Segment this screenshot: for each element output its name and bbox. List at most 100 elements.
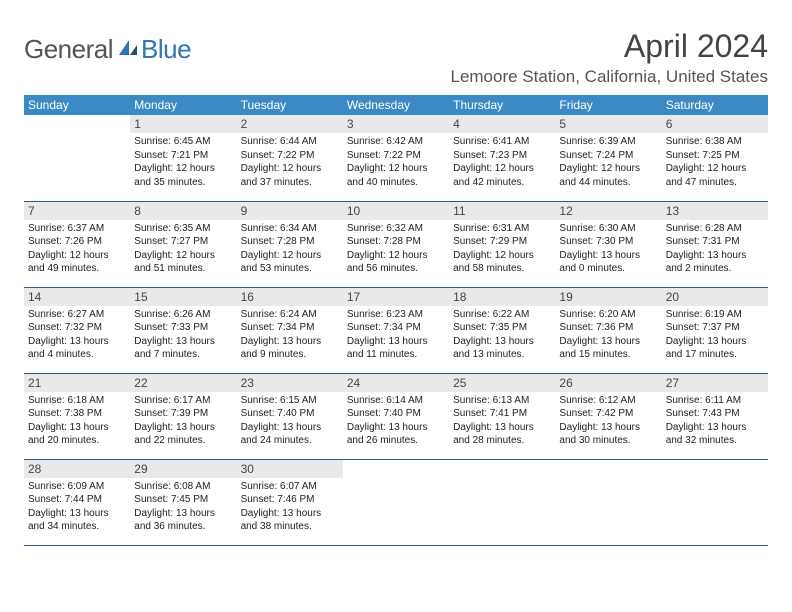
week-row: 21Sunrise: 6:18 AMSunset: 7:38 PMDayligh… xyxy=(24,373,768,459)
day-cell: 16Sunrise: 6:24 AMSunset: 7:34 PMDayligh… xyxy=(237,287,343,373)
logo-text-blue: Blue xyxy=(141,34,191,65)
logo-text-general: General xyxy=(24,34,113,65)
day-cell: 12Sunrise: 6:30 AMSunset: 7:30 PMDayligh… xyxy=(555,201,661,287)
day-body: Sunrise: 6:44 AMSunset: 7:22 PMDaylight:… xyxy=(237,133,343,193)
day-body: Sunrise: 6:09 AMSunset: 7:44 PMDaylight:… xyxy=(24,478,130,538)
day-number: 16 xyxy=(237,288,343,306)
sunset-text: Sunset: 7:29 PM xyxy=(453,235,551,249)
sunset-text: Sunset: 7:44 PM xyxy=(28,493,126,507)
sunset-text: Sunset: 7:42 PM xyxy=(559,407,657,421)
sunset-text: Sunset: 7:32 PM xyxy=(28,321,126,335)
daylight-text: and 24 minutes. xyxy=(241,434,339,448)
daylight-text: Daylight: 12 hours xyxy=(241,249,339,263)
sunrise-text: Sunrise: 6:22 AM xyxy=(453,308,551,322)
week-row: 28Sunrise: 6:09 AMSunset: 7:44 PMDayligh… xyxy=(24,459,768,545)
day-number: 24 xyxy=(343,374,449,392)
day-number: 6 xyxy=(662,115,768,133)
day-cell: 9Sunrise: 6:34 AMSunset: 7:28 PMDaylight… xyxy=(237,201,343,287)
day-body: Sunrise: 6:34 AMSunset: 7:28 PMDaylight:… xyxy=(237,220,343,280)
sunset-text: Sunset: 7:37 PM xyxy=(666,321,764,335)
daylight-text: and 44 minutes. xyxy=(559,176,657,190)
daylight-text: Daylight: 13 hours xyxy=(28,335,126,349)
day-number: 30 xyxy=(237,460,343,478)
day-number: 7 xyxy=(24,202,130,220)
sunrise-text: Sunrise: 6:15 AM xyxy=(241,394,339,408)
day-body: Sunrise: 6:20 AMSunset: 7:36 PMDaylight:… xyxy=(555,306,661,366)
daylight-text: and 11 minutes. xyxy=(347,348,445,362)
daylight-text: Daylight: 12 hours xyxy=(347,249,445,263)
sunset-text: Sunset: 7:38 PM xyxy=(28,407,126,421)
calendar-body: 1Sunrise: 6:45 AMSunset: 7:21 PMDaylight… xyxy=(24,115,768,545)
daylight-text: and 40 minutes. xyxy=(347,176,445,190)
sunset-text: Sunset: 7:22 PM xyxy=(347,149,445,163)
weekday-header: Friday xyxy=(555,95,661,115)
daylight-text: Daylight: 13 hours xyxy=(134,421,232,435)
day-cell: 19Sunrise: 6:20 AMSunset: 7:36 PMDayligh… xyxy=(555,287,661,373)
sunrise-text: Sunrise: 6:19 AM xyxy=(666,308,764,322)
daylight-text: and 37 minutes. xyxy=(241,176,339,190)
sunset-text: Sunset: 7:26 PM xyxy=(28,235,126,249)
daylight-text: and 56 minutes. xyxy=(347,262,445,276)
header: General Blue April 2024 Lemoore Station,… xyxy=(24,28,768,87)
day-cell: 4Sunrise: 6:41 AMSunset: 7:23 PMDaylight… xyxy=(449,115,555,201)
day-body: Sunrise: 6:35 AMSunset: 7:27 PMDaylight:… xyxy=(130,220,236,280)
sunset-text: Sunset: 7:24 PM xyxy=(559,149,657,163)
day-body: Sunrise: 6:14 AMSunset: 7:40 PMDaylight:… xyxy=(343,392,449,452)
sunrise-text: Sunrise: 6:42 AM xyxy=(347,135,445,149)
sunrise-text: Sunrise: 6:44 AM xyxy=(241,135,339,149)
day-cell: 13Sunrise: 6:28 AMSunset: 7:31 PMDayligh… xyxy=(662,201,768,287)
day-number: 9 xyxy=(237,202,343,220)
day-body: Sunrise: 6:28 AMSunset: 7:31 PMDaylight:… xyxy=(662,220,768,280)
sunrise-text: Sunrise: 6:12 AM xyxy=(559,394,657,408)
day-number: 14 xyxy=(24,288,130,306)
sunrise-text: Sunrise: 6:14 AM xyxy=(347,394,445,408)
day-number: 23 xyxy=(237,374,343,392)
day-body: Sunrise: 6:15 AMSunset: 7:40 PMDaylight:… xyxy=(237,392,343,452)
daylight-text: and 34 minutes. xyxy=(28,520,126,534)
day-body: Sunrise: 6:17 AMSunset: 7:39 PMDaylight:… xyxy=(130,392,236,452)
daylight-text: Daylight: 13 hours xyxy=(453,335,551,349)
day-cell: 17Sunrise: 6:23 AMSunset: 7:34 PMDayligh… xyxy=(343,287,449,373)
daylight-text: and 0 minutes. xyxy=(559,262,657,276)
day-number: 10 xyxy=(343,202,449,220)
day-cell: 23Sunrise: 6:15 AMSunset: 7:40 PMDayligh… xyxy=(237,373,343,459)
sunrise-text: Sunrise: 6:17 AM xyxy=(134,394,232,408)
daylight-text: Daylight: 13 hours xyxy=(559,421,657,435)
daylight-text: Daylight: 13 hours xyxy=(666,335,764,349)
sunrise-text: Sunrise: 6:20 AM xyxy=(559,308,657,322)
sunrise-text: Sunrise: 6:18 AM xyxy=(28,394,126,408)
sunset-text: Sunset: 7:31 PM xyxy=(666,235,764,249)
daylight-text: Daylight: 13 hours xyxy=(559,335,657,349)
sunrise-text: Sunrise: 6:24 AM xyxy=(241,308,339,322)
daylight-text: and 15 minutes. xyxy=(559,348,657,362)
daylight-text: Daylight: 13 hours xyxy=(347,335,445,349)
daylight-text: Daylight: 12 hours xyxy=(666,162,764,176)
daylight-text: and 26 minutes. xyxy=(347,434,445,448)
day-cell xyxy=(24,115,130,201)
daylight-text: and 22 minutes. xyxy=(134,434,232,448)
day-number: 15 xyxy=(130,288,236,306)
day-cell: 6Sunrise: 6:38 AMSunset: 7:25 PMDaylight… xyxy=(662,115,768,201)
day-cell: 30Sunrise: 6:07 AMSunset: 7:46 PMDayligh… xyxy=(237,459,343,545)
day-body: Sunrise: 6:45 AMSunset: 7:21 PMDaylight:… xyxy=(130,133,236,193)
day-number: 8 xyxy=(130,202,236,220)
daylight-text: and 36 minutes. xyxy=(134,520,232,534)
sunrise-text: Sunrise: 6:32 AM xyxy=(347,222,445,236)
day-cell xyxy=(343,459,449,545)
sunset-text: Sunset: 7:41 PM xyxy=(453,407,551,421)
day-cell: 5Sunrise: 6:39 AMSunset: 7:24 PMDaylight… xyxy=(555,115,661,201)
sunrise-text: Sunrise: 6:27 AM xyxy=(28,308,126,322)
day-cell xyxy=(449,459,555,545)
daylight-text: and 53 minutes. xyxy=(241,262,339,276)
day-body: Sunrise: 6:22 AMSunset: 7:35 PMDaylight:… xyxy=(449,306,555,366)
daylight-text: and 17 minutes. xyxy=(666,348,764,362)
day-body: Sunrise: 6:13 AMSunset: 7:41 PMDaylight:… xyxy=(449,392,555,452)
day-cell: 8Sunrise: 6:35 AMSunset: 7:27 PMDaylight… xyxy=(130,201,236,287)
daylight-text: and 58 minutes. xyxy=(453,262,551,276)
daylight-text: Daylight: 12 hours xyxy=(453,162,551,176)
day-body: Sunrise: 6:12 AMSunset: 7:42 PMDaylight:… xyxy=(555,392,661,452)
day-number: 17 xyxy=(343,288,449,306)
day-number: 27 xyxy=(662,374,768,392)
day-number: 22 xyxy=(130,374,236,392)
sunset-text: Sunset: 7:27 PM xyxy=(134,235,232,249)
